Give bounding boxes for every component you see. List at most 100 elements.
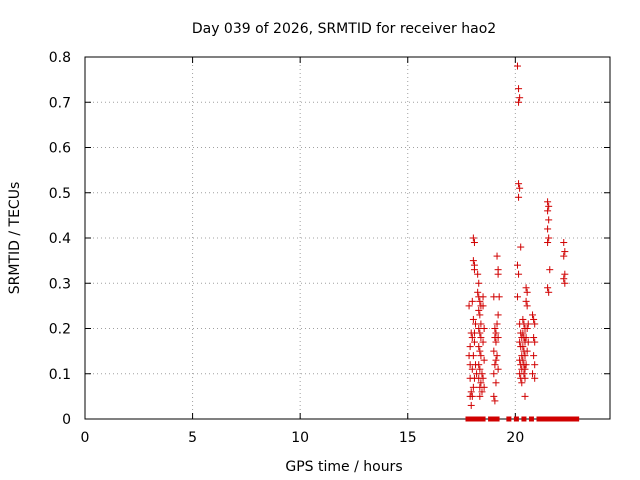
data-point-plus [561, 270, 569, 278]
data-point-plus [493, 252, 501, 260]
data-point-plus [479, 302, 487, 310]
data-point-plus [516, 94, 524, 102]
data-point-plus [522, 334, 530, 342]
data-point-plus [494, 311, 502, 319]
data-point-plus [476, 329, 484, 337]
data-point-plus [560, 275, 568, 283]
data-point-plus [513, 293, 521, 301]
data-point-zero [574, 416, 580, 422]
data-point-plus [531, 338, 539, 346]
x-tick-label: 0 [81, 430, 90, 446]
data-point-plus [524, 320, 532, 328]
data-point-plus [523, 347, 531, 355]
data-point-plus [493, 352, 501, 360]
data-point-plus [560, 239, 568, 247]
data-point-plus [479, 374, 487, 382]
data-point-plus [529, 370, 537, 378]
data-point-plus [544, 207, 552, 215]
data-point-plus [522, 361, 530, 369]
data-point-plus [470, 239, 478, 247]
data-point-plus [474, 288, 482, 296]
data-point-plus [521, 365, 529, 373]
data-point-plus [531, 320, 539, 328]
data-point-zero [513, 416, 519, 422]
data-point-plus [477, 352, 485, 360]
data-point-plus [494, 270, 502, 278]
data-point-zero [465, 416, 471, 422]
data-point-plus [478, 370, 486, 378]
data-point-zero [563, 416, 569, 422]
data-point-plus [468, 334, 476, 342]
data-point-plus [475, 279, 483, 287]
data-point-zero [536, 416, 542, 422]
data-point-plus [469, 257, 477, 265]
data-point-plus [545, 202, 553, 210]
data-point-plus [492, 379, 500, 387]
data-point-plus [476, 297, 484, 305]
y-tick-label: 0.1 [49, 367, 71, 383]
data-point-plus [523, 302, 531, 310]
data-point-plus [522, 284, 530, 292]
data-point-plus [477, 379, 485, 387]
data-point-zero [521, 416, 527, 422]
data-point-plus [491, 325, 499, 332]
data-point-plus [479, 293, 487, 301]
data-point-plus [479, 338, 487, 346]
data-point-plus [522, 297, 530, 305]
data-point-plus [467, 388, 475, 396]
data-point-plus [521, 352, 529, 360]
data-point-plus [474, 270, 482, 278]
data-point-plus [476, 392, 484, 400]
data-point-plus [521, 392, 529, 400]
data-point-plus [560, 252, 568, 260]
data-point-zero [569, 416, 575, 422]
data-point-plus [468, 297, 476, 305]
data-point-plus [515, 98, 523, 106]
y-tick-label: 0.6 [49, 141, 71, 157]
x-tick-label: 20 [506, 430, 524, 446]
y-tick-label: 0 [62, 412, 71, 428]
data-point-plus [518, 379, 526, 387]
data-point-zero [506, 416, 512, 422]
data-point-plus [524, 338, 532, 346]
y-axis-label: SRMTID / TECUs [7, 182, 23, 295]
data-point-plus [476, 365, 484, 373]
data-point-plus [494, 334, 502, 342]
data-point-plus [515, 270, 523, 278]
data-point-plus [491, 361, 499, 369]
data-point-plus [490, 392, 498, 400]
data-point-plus [495, 293, 503, 301]
data-point-plus [546, 266, 554, 274]
data-point-plus [545, 216, 553, 224]
data-point-plus [513, 62, 521, 70]
data-point-plus [468, 365, 476, 373]
data-point-zero [488, 416, 494, 422]
data-point-plus [515, 85, 523, 93]
data-point-plus [545, 288, 553, 296]
x-tick-label: 15 [399, 430, 417, 446]
data-point-plus [475, 361, 483, 369]
data-point-plus [469, 383, 477, 391]
data-point-plus [477, 320, 485, 328]
data-point-plus [469, 234, 477, 242]
data-point-plus [520, 370, 528, 378]
data-point-zero [491, 416, 497, 422]
data-point-plus [470, 338, 478, 346]
data-point-plus [490, 370, 498, 378]
data-point-plus [544, 198, 552, 206]
data-point-plus [531, 374, 539, 382]
data-point-plus [544, 284, 552, 292]
x-axis-label: GPS time / hours [285, 459, 402, 475]
data-point-plus [523, 325, 531, 332]
data-point-plus [530, 352, 538, 360]
data-point-plus [478, 388, 486, 396]
y-tick-label: 0.7 [49, 95, 71, 111]
data-point-plus [529, 311, 537, 319]
data-point-plus [480, 356, 488, 364]
data-point-zero [494, 416, 500, 422]
y-tick-label: 0.5 [49, 186, 71, 202]
chart-title: Day 039 of 2026, SRMTID for receiver hao… [192, 21, 496, 37]
grid [85, 57, 610, 419]
data-point-plus [515, 193, 523, 201]
data-point-plus [530, 334, 538, 342]
